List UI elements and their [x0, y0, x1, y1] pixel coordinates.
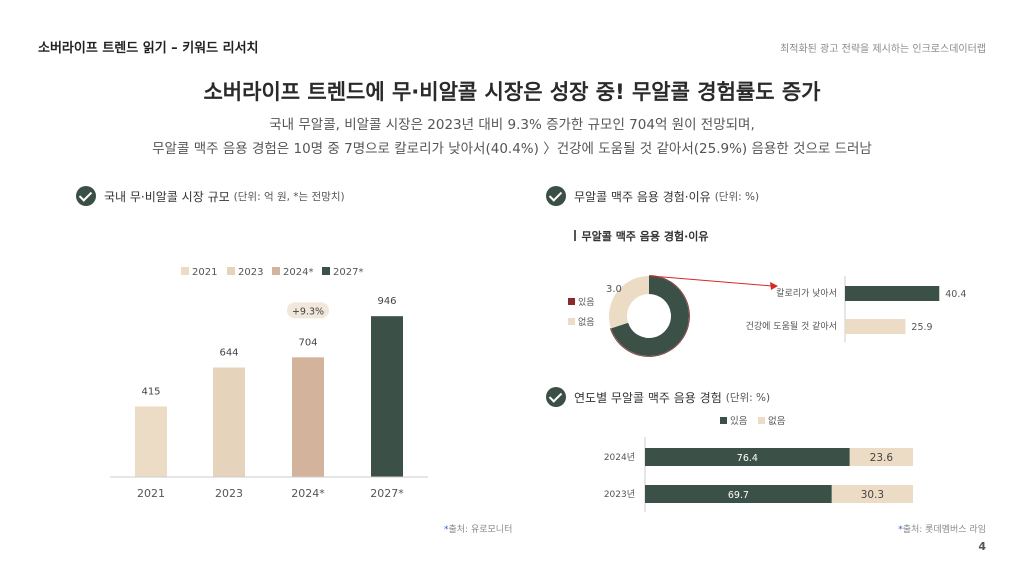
market-legend-swatch	[322, 267, 330, 275]
donut-legend-label: 있음	[578, 296, 595, 308]
growth-badge	[287, 302, 329, 319]
reason-inner-title: 무알콜 맥주 음용 경험·이유	[574, 228, 709, 244]
arrow-head	[770, 282, 778, 290]
yearly-category-label: 2023년	[604, 489, 635, 500]
header-left-title: 소버라이프 트렌드 읽기 – 키워드 리서치	[38, 41, 259, 56]
yearly-bar-value-label: 30.3	[861, 489, 884, 501]
reason-bar	[845, 319, 906, 334]
market-section-title: 국내 무·비알콜 시장 규모 (단위: 억 원, *는 전망치)	[76, 186, 345, 206]
market-source: *출처: 유로모니터	[444, 522, 512, 535]
yearly-bar-value-label: 69.7	[728, 490, 749, 501]
reason-bar-chart: 40.4 칼로리가 낮아서 25.9 건강에 도움될 것 같아서	[746, 276, 966, 342]
market-x-tick-label: 2023	[215, 487, 243, 500]
subtitle-line-2: 무알콜 맥주 음용 경험은 10명 중 7명으로 칼로리가 낮아서(40.4%)…	[152, 141, 872, 157]
check-icon	[546, 387, 566, 407]
donut-highlight-outline	[608, 275, 690, 357]
donut-slice-있음	[610, 276, 689, 357]
market-source-text: 출처: 유로모니터	[448, 525, 513, 535]
reason-title-text: 무알콜 맥주 음용 경험·이유	[574, 189, 711, 204]
reason-bar-value-label: 40.4	[945, 289, 966, 300]
yearly-bar-value-label: 23.6	[870, 452, 894, 464]
yearly-stacked-chart: 2024년 76.4 23.6 2023년 69.7 30.3 있음 없음	[604, 415, 913, 512]
yearly-source-star: *	[898, 525, 903, 535]
yearly-bar-value-label: 76.4	[737, 453, 758, 464]
market-bar-2024*	[292, 357, 324, 477]
market-legend-label: 2024*	[283, 267, 313, 278]
check-icon	[546, 186, 566, 206]
subtitle-line-1: 국내 무알콜, 비알콜 시장은 2023년 대비 9.3% 증가한 규모인 70…	[269, 117, 755, 133]
market-legend-label: 2023	[238, 267, 263, 278]
market-bar-2023	[213, 367, 245, 477]
market-legend-swatch	[272, 267, 280, 275]
yearly-bar-있음	[645, 485, 832, 503]
market-bar-value-label: 704	[298, 337, 317, 348]
market-legend-swatch	[227, 267, 235, 275]
market-legend-label: 2021	[192, 267, 217, 278]
donut-slice-value-label: 3.0	[606, 284, 622, 295]
market-legend-swatch	[181, 267, 189, 275]
donut-slice-없음	[609, 276, 649, 329]
donut-legend-label: 없음	[578, 317, 595, 328]
yearly-bar-없음	[849, 448, 913, 466]
market-legend-label: 2027*	[333, 267, 363, 278]
reason-bar-value-label: 25.9	[911, 322, 932, 333]
market-bar-value-label: 415	[141, 386, 160, 397]
yearly-unit-text: (단위: %)	[725, 391, 771, 404]
yearly-legend-label: 없음	[768, 415, 786, 427]
donut-legend-swatch	[568, 318, 575, 325]
arrow-line	[650, 275, 773, 287]
market-bar-2021	[135, 406, 167, 477]
growth-badge-label: +9.3%	[292, 306, 324, 317]
reason-section-title: 무알콜 맥주 음용 경험·이유 (단위: %)	[546, 186, 759, 206]
donut-legend-swatch	[568, 298, 575, 305]
market-x-tick-label: 2021	[137, 487, 165, 500]
donut-slice-value-label: 7.0	[680, 343, 696, 354]
yearly-source: *출처: 롯데멤버스 라임	[898, 522, 986, 535]
market-bar-chart: 415 2021 644 2023 704 2024* 946 2027* +9.3% 2021 2…	[110, 267, 428, 500]
market-x-tick-label: 2027*	[370, 487, 404, 500]
yearly-legend-swatch	[720, 417, 727, 424]
market-bar-value-label: 644	[219, 348, 238, 359]
page-number: 4	[978, 540, 986, 553]
market-x-tick-label: 2024*	[291, 487, 325, 500]
reason-category-label: 칼로리가 낮아서	[776, 288, 837, 299]
reason-category-label: 건강에 도움될 것 같아서	[746, 320, 837, 332]
yearly-source-text: 출처: 롯데멤버스 라임	[902, 525, 986, 535]
header-right-title: 최적화된 광고 전략을 제시하는 인크로스데이터랩	[780, 44, 986, 55]
market-bar-value-label: 946	[377, 296, 396, 307]
reason-bar	[845, 286, 940, 301]
yearly-title-text: 연도별 무알콜 맥주 음용 경험	[574, 390, 722, 405]
market-bar-2027*	[371, 316, 403, 477]
yearly-bar-없음	[831, 485, 913, 503]
yearly-section-title: 연도별 무알콜 맥주 음용 경험 (단위: %)	[546, 387, 770, 407]
yearly-legend-swatch	[758, 417, 765, 424]
yearly-legend-label: 있음	[730, 415, 748, 427]
market-unit-text: (단위: 억 원, *는 전망치)	[233, 190, 345, 203]
yearly-category-label: 2024년	[604, 452, 635, 463]
reason-unit-text: (단위: %)	[714, 190, 760, 203]
market-title-text: 국내 무·비알콜 시장 규모	[104, 189, 230, 204]
market-source-star: *	[444, 525, 449, 535]
main-title: 소버라이프 트렌드에 무·비알콜 시장은 성장 중! 무알콜 경험률도 증가	[203, 80, 821, 104]
check-icon	[76, 186, 96, 206]
yearly-bar-있음	[645, 448, 850, 466]
